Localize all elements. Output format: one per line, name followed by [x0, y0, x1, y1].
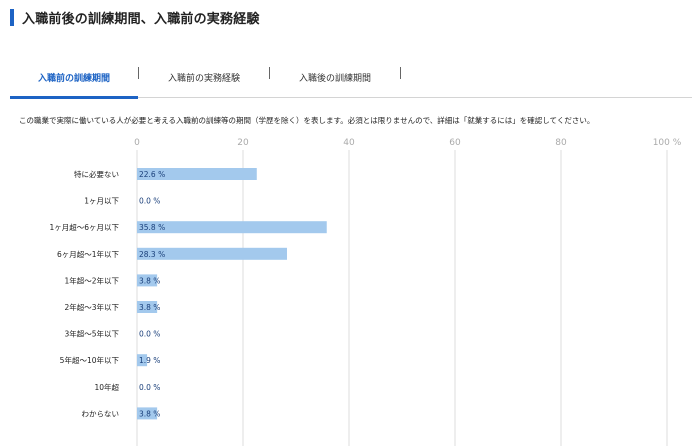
page-header: 入職前後の訓練期間、入職前の実務経験 — [10, 8, 260, 27]
x-tick-label: 40 — [343, 138, 355, 148]
x-tick-label: 0 — [134, 138, 140, 148]
bar — [137, 274, 158, 287]
title-accent-bar — [10, 8, 14, 26]
grid-lines — [136, 150, 668, 446]
x-tick-label: 60 — [449, 138, 461, 148]
bar — [137, 247, 287, 260]
tab-bar: 入職前の訓練期間 入職前の実務経験 入職後の訓練期間 — [10, 56, 692, 99]
bar — [137, 354, 148, 367]
tab-separator — [269, 67, 270, 79]
category-label: 2年超～3年以下 — [64, 302, 119, 312]
category-label: わからない — [82, 409, 120, 418]
bar-chart: 0 20 40 60 80 100 % 特に必要ない 1ヶ月以下 1ヶ月超～6ヶ月以下 6ヶ月超… — [49, 138, 682, 446]
tab-post-employment-training[interactable]: 入職後の訓練期間 — [298, 73, 371, 84]
bar — [137, 407, 158, 420]
data-label: 0.0 % — [139, 197, 160, 206]
axis-ticks: 0 20 40 60 80 100 % — [134, 138, 682, 148]
bar — [137, 168, 257, 180]
chart-description: この職業で実際に働いている人が必要と考える入職前の訓練等の期間（学歴を除く）を表… — [19, 116, 595, 125]
x-tick-label: 100 % — [653, 138, 682, 148]
data-label: 3.8 % — [139, 303, 160, 312]
tab-pre-employment-experience[interactable]: 入職前の実務経験 — [167, 73, 240, 84]
bar — [137, 301, 158, 313]
tab-separator — [400, 67, 401, 79]
bars — [137, 168, 327, 420]
category-label: 6ヶ月超～1年以下 — [57, 249, 120, 259]
data-label: 35.8 % — [139, 223, 165, 232]
value-labels: 22.6 % 0.0 % 35.8 % 28.3 % 3.8 % 3.8 % 0.0 % 1.… — [139, 170, 165, 418]
category-label: 3年超～5年以下 — [64, 329, 119, 339]
category-label: 5年超～10年以下 — [60, 355, 120, 365]
data-label: 22.6 % — [139, 170, 165, 179]
data-label: 0.0 % — [139, 330, 160, 339]
data-label: 28.3 % — [139, 250, 165, 259]
category-label: 特に必要ない — [74, 169, 119, 179]
x-tick-label: 80 — [555, 138, 567, 148]
data-label: 1.9 % — [139, 356, 160, 365]
data-label: 0.0 % — [139, 383, 160, 392]
data-label: 3.8 % — [139, 409, 160, 418]
x-tick-label: 20 — [237, 138, 249, 148]
category-label: 10年超 — [94, 382, 119, 392]
page-title: 入職前後の訓練期間、入職前の実務経験 — [22, 11, 260, 27]
bar — [137, 221, 327, 234]
category-label: 1ヶ月超～6ヶ月以下 — [49, 223, 119, 232]
data-label: 3.8 % — [139, 276, 160, 285]
tab-separator — [138, 67, 139, 79]
tab-pre-employment-training[interactable]: 入職前の訓練期間 — [10, 56, 138, 99]
category-labels: 特に必要ない 1ヶ月以下 1ヶ月超～6ヶ月以下 6ヶ月超～1年以下 1年超～2年以下 2年… — [49, 169, 119, 418]
category-label: 1年超～2年以下 — [64, 275, 119, 285]
category-label: 1ヶ月以下 — [84, 197, 119, 206]
